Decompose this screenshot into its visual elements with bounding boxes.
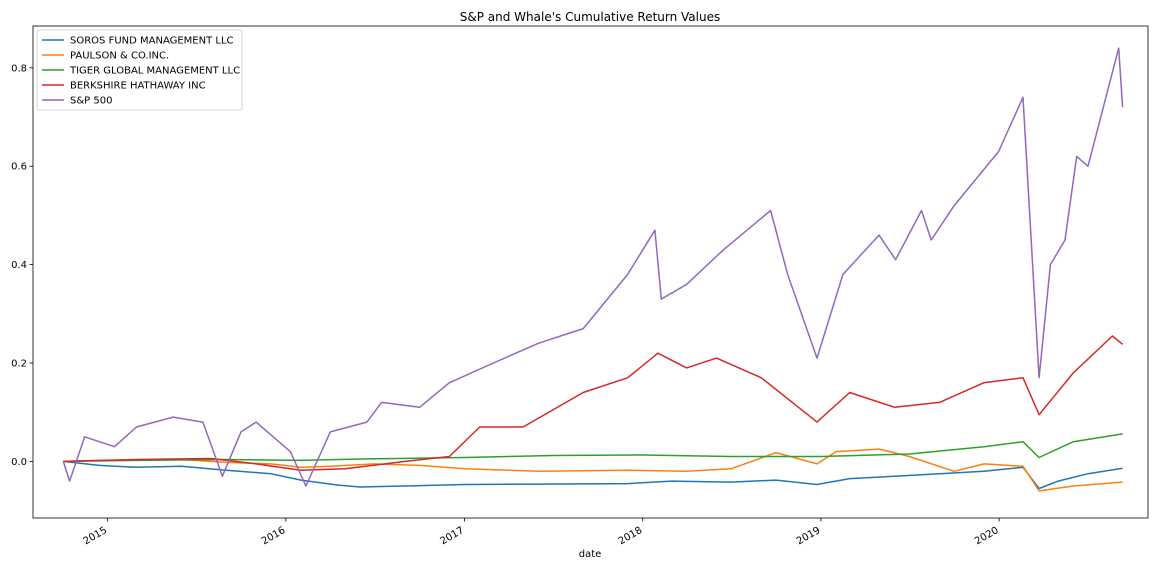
legend-label: S&P 500 xyxy=(70,96,112,107)
x-axis: 2015 2016 2017 2018 2019 2020 xyxy=(82,518,1001,547)
x-tick-label: 2019 xyxy=(795,525,823,547)
x-tick-label: 2018 xyxy=(617,525,645,547)
series-line-4 xyxy=(63,335,1124,472)
series-line-1 xyxy=(63,460,1123,490)
series-line-5 xyxy=(62,47,1124,487)
series-line-3 xyxy=(63,433,1123,463)
series-line-2 xyxy=(63,448,1123,492)
x-tick-label: 2020 xyxy=(973,525,1001,547)
y-tick-label: 0.8 xyxy=(11,63,27,74)
y-tick-label: 0.6 xyxy=(11,162,27,173)
chart-title: S&P and Whale's Cumulative Return Values xyxy=(460,10,720,24)
x-tick-label: 2017 xyxy=(439,525,467,547)
legend-box xyxy=(36,29,243,111)
legend-label: BERKSHIRE HATHAWAY INC xyxy=(70,81,206,92)
y-tick-label: 0.4 xyxy=(11,260,27,271)
legend: SOROS FUND MANAGEMENT LLC PAULSON & CO.IN… xyxy=(36,29,243,111)
x-tick-label: 2016 xyxy=(260,525,288,547)
y-axis: 0.0 0.2 0.4 0.6 0.8 xyxy=(11,63,33,468)
y-tick-label: 0.2 xyxy=(11,359,27,370)
legend-label: TIGER GLOBAL MANAGEMENT LLC xyxy=(69,66,240,77)
x-tick-label: 2015 xyxy=(82,525,110,547)
y-tick-label: 0.0 xyxy=(11,457,27,468)
x-axis-label: date xyxy=(579,549,602,560)
series-layer xyxy=(62,47,1124,492)
legend-label: SOROS FUND MANAGEMENT LLC xyxy=(70,36,234,47)
legend-label: PAULSON & CO.INC. xyxy=(70,51,169,62)
plot-frame xyxy=(32,25,1149,519)
